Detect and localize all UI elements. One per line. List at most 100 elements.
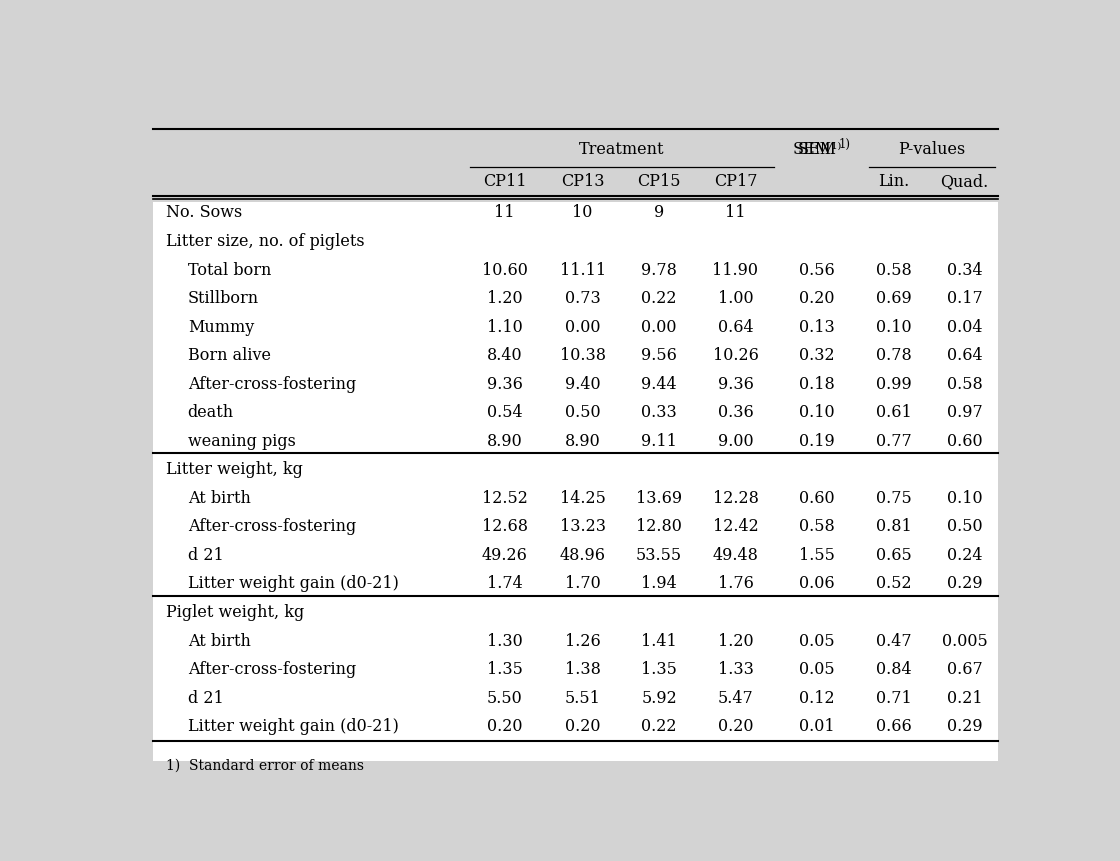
Text: 0.05: 0.05 [800,660,834,678]
Text: CP13: CP13 [561,173,605,190]
Text: 0.67: 0.67 [946,660,982,678]
Text: 0.06: 0.06 [800,575,834,592]
Text: Stillborn: Stillborn [188,290,259,307]
Text: 0.71: 0.71 [876,689,912,706]
Text: death: death [188,404,234,421]
Text: 9.00: 9.00 [718,432,754,449]
Text: 0.19: 0.19 [800,432,834,449]
Text: SEM: SEM [797,141,837,158]
Text: 0.97: 0.97 [946,404,982,421]
Text: 0.10: 0.10 [800,404,834,421]
Text: 1.41: 1.41 [641,632,676,649]
Text: Piglet weight, kg: Piglet weight, kg [166,604,305,620]
Text: 5.51: 5.51 [564,689,600,706]
Text: 0.22: 0.22 [642,290,676,307]
Text: 8.90: 8.90 [564,432,600,449]
Text: 0.13: 0.13 [800,319,834,335]
Text: 0.32: 0.32 [800,347,834,363]
Text: 1.26: 1.26 [564,632,600,649]
Text: CP15: CP15 [637,173,681,190]
Text: 0.60: 0.60 [946,432,982,449]
Text: 0.73: 0.73 [564,290,600,307]
Text: 0.58: 0.58 [946,375,982,393]
Text: 0.56: 0.56 [800,261,834,278]
Text: 0.61: 0.61 [876,404,912,421]
Text: 1.00: 1.00 [718,290,754,307]
Text: 0.78: 0.78 [876,347,912,363]
Text: Litter weight gain (d0-21): Litter weight gain (d0-21) [188,575,399,592]
Text: 1.38: 1.38 [564,660,600,678]
Text: 49.48: 49.48 [712,547,758,563]
Text: 9.36: 9.36 [486,375,523,393]
Text: 1.35: 1.35 [641,660,676,678]
Bar [153,203,998,761]
Text: 0.20: 0.20 [718,717,753,734]
Text: 11: 11 [725,204,746,221]
Text: 0.99: 0.99 [876,375,912,393]
Text: 0.10: 0.10 [946,489,982,506]
Text: 10.60: 10.60 [482,261,528,278]
Text: 0.36: 0.36 [718,404,754,421]
Text: 0.69: 0.69 [876,290,912,307]
Text: 0.65: 0.65 [876,547,912,563]
Text: 12.80: 12.80 [636,517,682,535]
Text: Treatment: Treatment [579,141,664,158]
Text: 0.34: 0.34 [946,261,982,278]
Text: CP17: CP17 [713,173,757,190]
Text: At birth: At birth [188,489,251,506]
Text: 9.40: 9.40 [564,375,600,393]
Text: 5.47: 5.47 [718,689,754,706]
Text: 0.64: 0.64 [718,319,754,335]
Text: 0.58: 0.58 [800,517,834,535]
Text: Litter size, no. of piglets: Litter size, no. of piglets [166,232,365,250]
Text: At birth: At birth [188,632,251,649]
Text: 8.90: 8.90 [487,432,522,449]
Text: 5.92: 5.92 [641,689,676,706]
Text: 9.11: 9.11 [641,432,676,449]
Text: 12.52: 12.52 [482,489,528,506]
Text: 0.22: 0.22 [642,717,676,734]
Text: After-cross-fostering: After-cross-fostering [188,660,356,678]
Text: 0.60: 0.60 [800,489,834,506]
Text: Mummy: Mummy [188,319,254,335]
Text: 0.20: 0.20 [487,717,522,734]
Text: 0.81: 0.81 [876,517,912,535]
Text: 0.29: 0.29 [946,717,982,734]
Text: 9.36: 9.36 [718,375,754,393]
Text: CP11: CP11 [483,173,526,190]
Text: After-cross-fostering: After-cross-fostering [188,517,356,535]
Text: 1): 1) [839,138,851,151]
Text: 14.25: 14.25 [560,489,606,506]
Text: 8.40: 8.40 [487,347,522,363]
Text: 0.52: 0.52 [876,575,912,592]
Text: 0.33: 0.33 [641,404,676,421]
Text: Litter weight, kg: Litter weight, kg [166,461,302,478]
Text: 12.42: 12.42 [712,517,758,535]
Text: 1.70: 1.70 [564,575,600,592]
Text: 0.24: 0.24 [946,547,982,563]
Text: 0.66: 0.66 [876,717,912,734]
Text: Total born: Total born [188,261,271,278]
Text: 10.38: 10.38 [560,347,606,363]
Text: weaning pigs: weaning pigs [188,432,296,449]
Text: 1.76: 1.76 [718,575,754,592]
Text: Quad.: Quad. [941,173,989,190]
Text: 0.47: 0.47 [876,632,912,649]
Text: Litter weight gain (d0-21): Litter weight gain (d0-21) [188,717,399,734]
Text: 12.68: 12.68 [482,517,528,535]
Text: 0.50: 0.50 [564,404,600,421]
Text: No. Sows: No. Sows [166,204,242,221]
Text: d 21: d 21 [188,689,224,706]
Text: 0.58: 0.58 [876,261,912,278]
Text: 48.96: 48.96 [560,547,606,563]
Text: 1)  Standard error of means: 1) Standard error of means [166,758,364,771]
Text: 9.78: 9.78 [641,261,676,278]
Text: 0.77: 0.77 [876,432,912,449]
Text: 11: 11 [494,204,515,221]
Text: 0.64: 0.64 [946,347,982,363]
Text: SEM¹⁾: SEM¹⁾ [792,141,842,158]
Text: 1.20: 1.20 [718,632,754,649]
Text: 13.69: 13.69 [636,489,682,506]
Text: 0.54: 0.54 [487,404,522,421]
Text: 0.17: 0.17 [946,290,982,307]
